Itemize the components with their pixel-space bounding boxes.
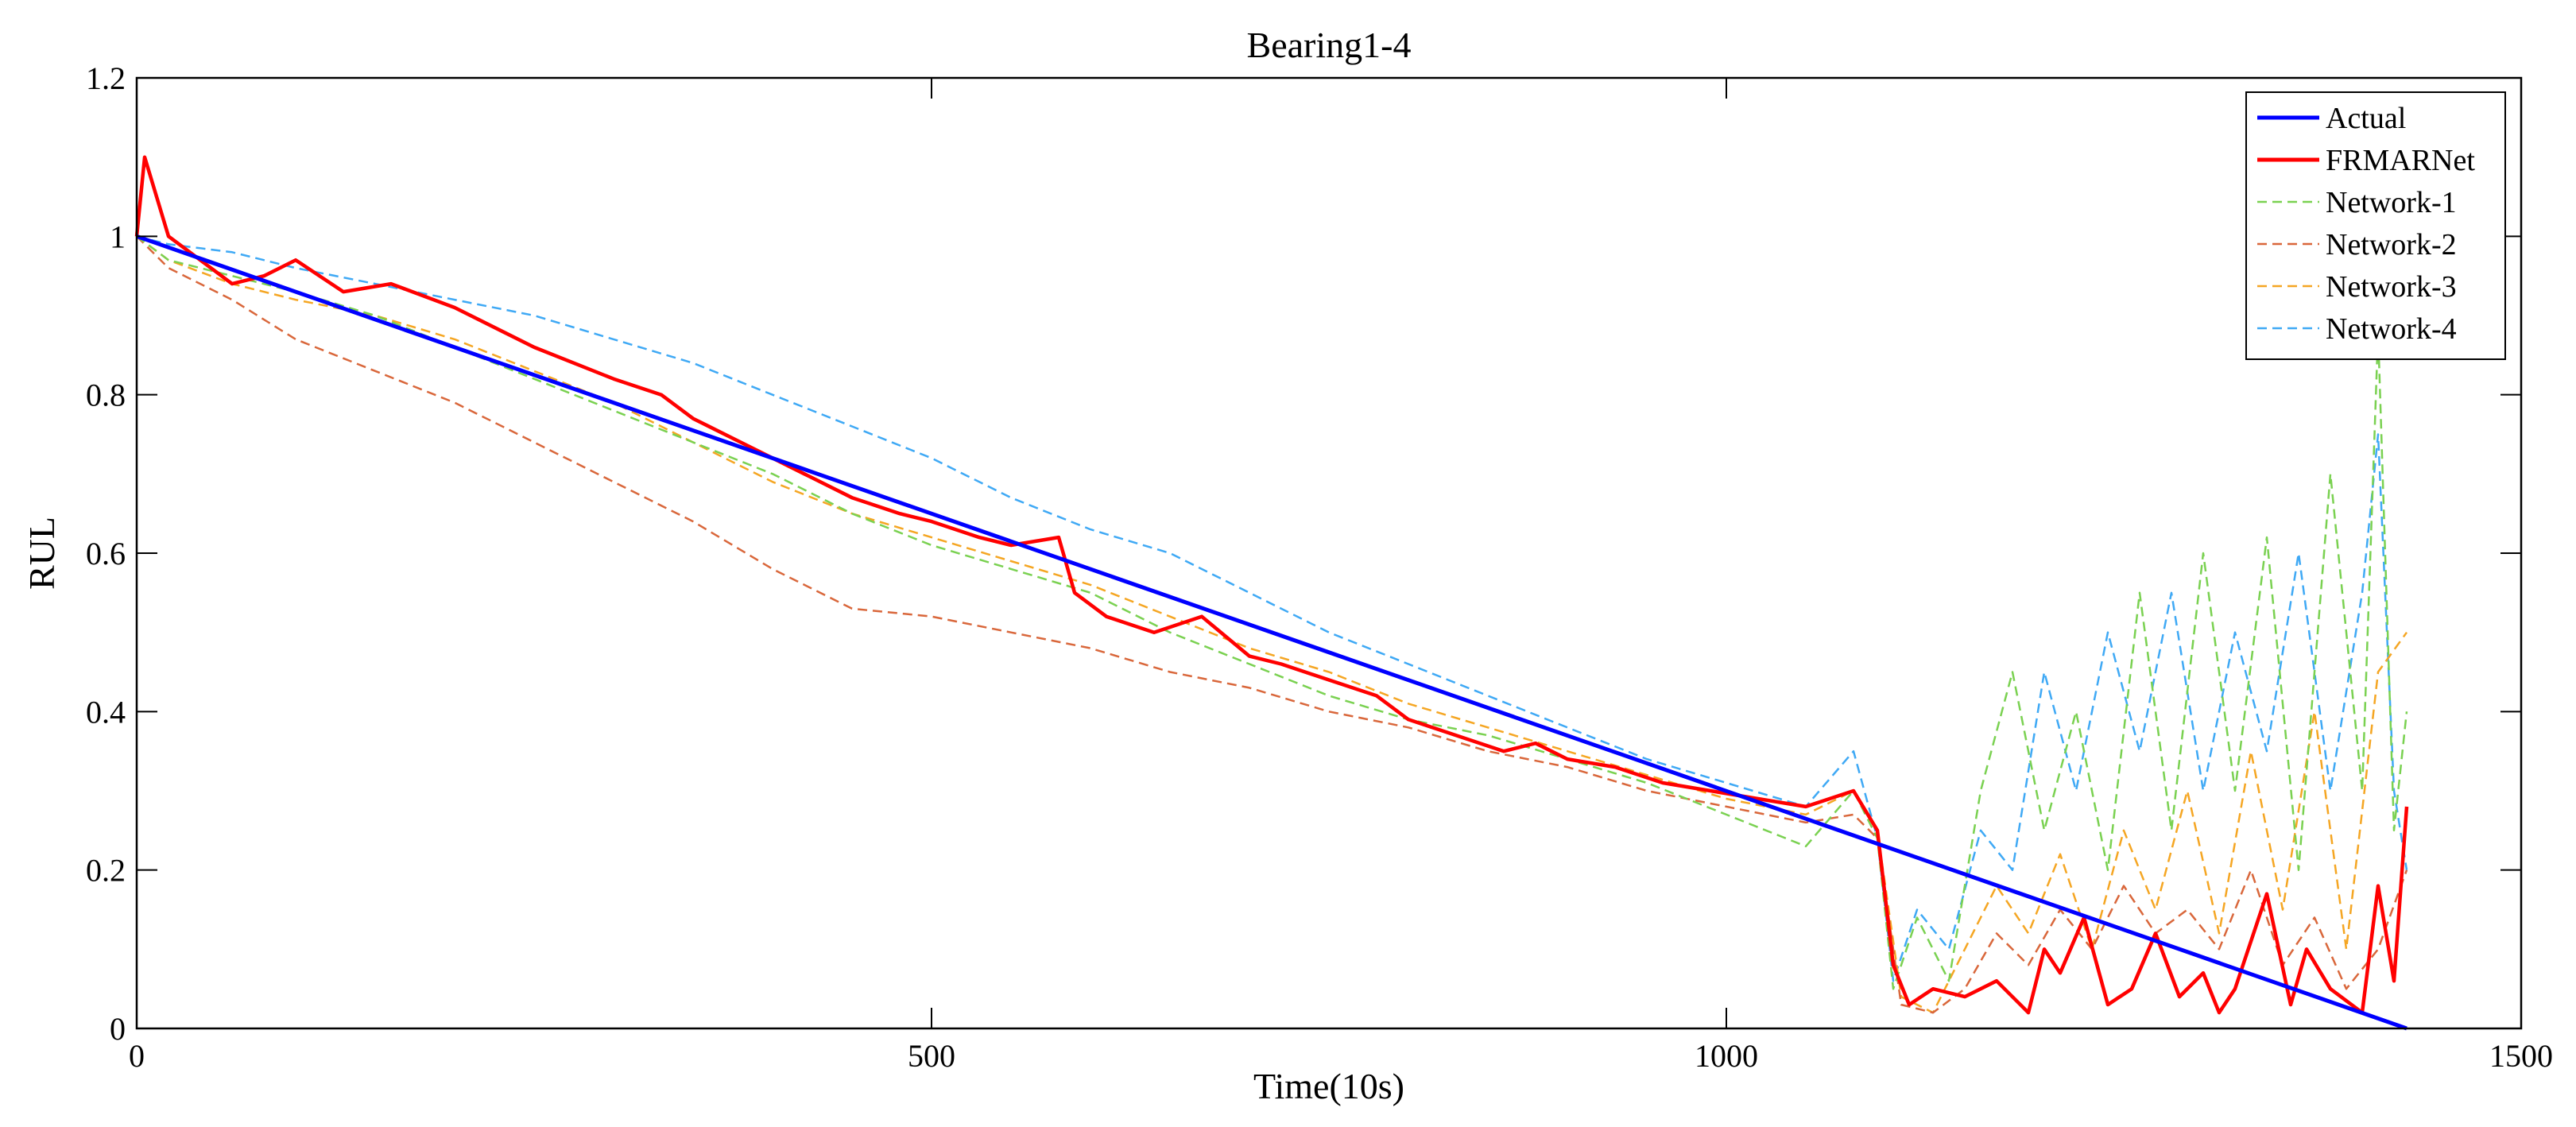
y-tick-label: 0.2 <box>86 853 126 889</box>
x-tick-label: 500 <box>908 1038 955 1074</box>
x-tick-label: 0 <box>129 1038 145 1074</box>
y-tick-label: 0.4 <box>86 694 126 730</box>
legend-label: Network-3 <box>2326 270 2457 304</box>
series-line-network-4 <box>136 235 2408 982</box>
x-axis-label: Time(10s) <box>1253 1066 1404 1106</box>
legend-label: Network-4 <box>2326 312 2457 346</box>
series-line-network-1 <box>136 235 2408 990</box>
legend-label: Actual <box>2326 102 2406 135</box>
legend: Actual FRMARNet Network-1 Network-2 Network-… <box>2245 91 2506 360</box>
legend-label: Network-1 <box>2326 186 2457 219</box>
legend-label: Network-2 <box>2326 228 2457 261</box>
y-tick-label: 1 <box>110 219 126 254</box>
chart-title: Bearing1-4 <box>1247 25 1412 65</box>
y-tick-label: 0.8 <box>86 378 126 413</box>
legend-label: FRMARNet <box>2326 144 2475 177</box>
y-axis-label: RUL <box>21 517 62 590</box>
legend-box <box>2245 91 2506 360</box>
y-tick-label: 1.2 <box>86 60 126 96</box>
y-tick-label: 0.6 <box>86 536 126 571</box>
x-tick-label: 1000 <box>1695 1038 1758 1074</box>
tick-layer: 0 500 1000 1500 0 0.2 0.4 0.6 0.8 1 1.2 <box>86 60 2553 1074</box>
series-line-actual <box>136 234 2407 1031</box>
y-tick-label: 0 <box>110 1011 126 1047</box>
series-line-frmarnet <box>134 155 2409 1015</box>
x-tick-label: 1500 <box>2489 1038 2553 1074</box>
series-layer <box>134 155 2409 1031</box>
